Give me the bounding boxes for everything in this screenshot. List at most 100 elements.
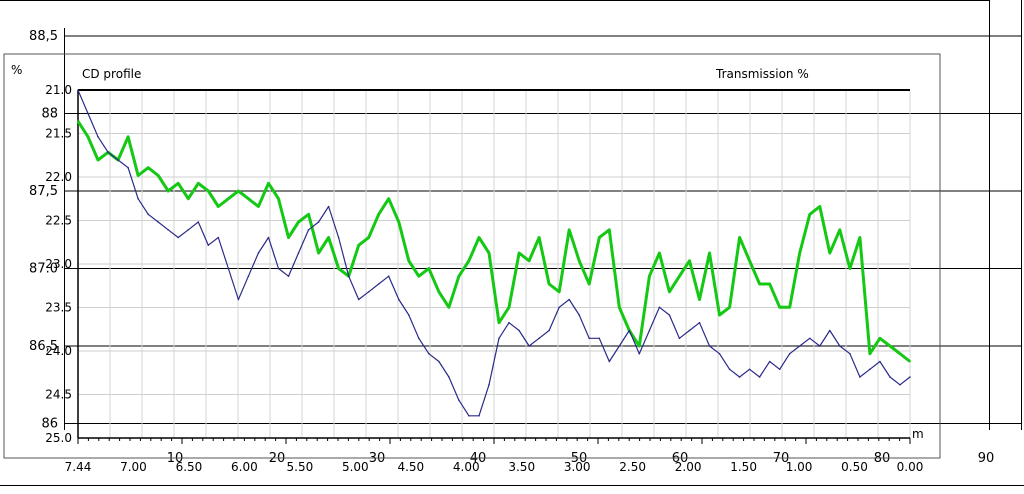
series-layer — [76, 89, 911, 417]
data-point — [147, 166, 149, 169]
data-point — [558, 306, 560, 309]
inner-x-tick-label: 6.00 — [231, 460, 258, 474]
data-point — [809, 337, 811, 340]
inner-y-tick-label: 25.0 — [45, 431, 72, 445]
inner-x-tick-label: 3.00 — [564, 460, 591, 474]
y-axis-label: % — [11, 63, 22, 77]
data-point — [287, 236, 290, 239]
data-point — [909, 376, 911, 378]
data-point — [508, 321, 510, 324]
data-point — [588, 283, 590, 285]
inner-x-tick-label: 0.50 — [841, 460, 868, 474]
data-point — [528, 345, 530, 347]
data-point — [137, 174, 139, 177]
data-point — [548, 329, 550, 332]
data-point — [468, 415, 470, 417]
inner-y-tick-label: 22.0 — [45, 170, 72, 184]
data-point — [387, 197, 390, 200]
data-point — [77, 120, 79, 122]
inner-x-tick-label: 6.50 — [176, 460, 203, 474]
data-point — [608, 360, 611, 363]
data-point — [869, 368, 871, 371]
data-point — [307, 229, 310, 231]
data-point — [247, 197, 250, 200]
series-blue-line — [77, 89, 911, 417]
data-point — [578, 260, 580, 262]
data-point — [247, 275, 250, 278]
inner-grid — [77, 89, 911, 439]
data-point — [478, 415, 480, 417]
data-point — [267, 236, 270, 239]
data-point — [568, 229, 570, 231]
data-point — [327, 236, 330, 239]
inner-x-tick-label: 1.00 — [786, 460, 813, 474]
data-point — [578, 314, 580, 316]
data-point — [217, 205, 220, 208]
inner-x-tick-label: 2.00 — [675, 460, 702, 474]
data-point — [157, 174, 159, 177]
inner-axes: 21.0 21.5 22.0 22.5 23.0 23.5 24.0 24.5 25.0 7.44… — [45, 83, 923, 474]
data-point — [648, 275, 651, 278]
data-point — [698, 321, 701, 324]
data-point — [819, 345, 821, 347]
data-point — [598, 236, 601, 239]
data-point — [97, 136, 99, 138]
data-point — [618, 306, 621, 309]
labels-layer: CD profile Transmission % % m — [11, 63, 924, 441]
data-point — [788, 306, 791, 309]
data-point — [728, 368, 731, 371]
data-point — [839, 345, 841, 347]
data-point — [798, 252, 801, 254]
chart-title: CD profile — [82, 67, 141, 81]
inner-panel-frame — [3, 53, 941, 459]
data-point — [668, 291, 671, 293]
outer-grid — [64, 35, 1022, 424]
data-point — [237, 190, 240, 192]
data-point — [738, 376, 741, 378]
data-point — [267, 182, 270, 185]
data-point — [638, 345, 641, 347]
data-point — [287, 275, 290, 278]
inner-y-tick-label: 23.0 — [45, 257, 72, 271]
data-point — [117, 159, 119, 161]
data-point — [297, 252, 300, 254]
data-point — [107, 151, 109, 154]
data-point — [237, 298, 240, 301]
data-point — [418, 275, 420, 278]
data-point — [377, 283, 380, 285]
inner-y-tick-label: 23.5 — [45, 301, 72, 315]
data-point — [408, 260, 410, 262]
data-point — [87, 112, 89, 115]
data-point — [488, 252, 490, 254]
data-point — [317, 221, 320, 223]
data-point — [458, 275, 460, 278]
data-point — [197, 221, 200, 223]
data-point — [367, 291, 370, 293]
inner-x-tick-label: 0.00 — [897, 460, 924, 474]
inner-x-tick-label: 5.50 — [287, 460, 314, 474]
data-point — [658, 306, 661, 309]
data-point — [598, 337, 601, 340]
x-axis-label: m — [912, 427, 924, 441]
outer-y-tick-label: 88 — [41, 107, 58, 122]
data-point — [738, 236, 741, 239]
inner-y-tick-label: 24.5 — [45, 388, 72, 402]
data-point — [167, 190, 169, 192]
inner-x-tick-label: 4.50 — [397, 460, 424, 474]
data-point — [488, 384, 490, 386]
data-point — [829, 329, 831, 332]
data-point — [558, 291, 560, 293]
data-point — [227, 267, 230, 270]
inner-y-tick-label: 21.0 — [45, 83, 72, 97]
data-point — [327, 205, 330, 208]
data-point — [518, 252, 520, 254]
data-point — [257, 252, 260, 254]
data-point — [157, 221, 159, 223]
data-point — [889, 345, 891, 347]
data-point — [698, 298, 701, 301]
inner-y-tick-label: 24.0 — [45, 344, 72, 358]
outer-x-tick-label: 90 — [978, 451, 995, 466]
data-point — [708, 252, 711, 254]
